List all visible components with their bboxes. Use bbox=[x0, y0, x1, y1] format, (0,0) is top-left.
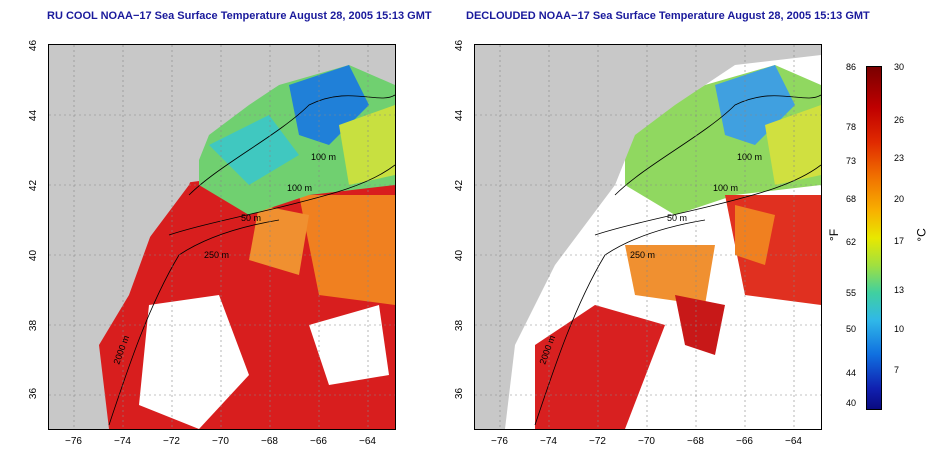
f-label: 40 bbox=[846, 398, 857, 408]
c-label: 26 bbox=[894, 115, 905, 125]
c-label: 17 bbox=[894, 236, 905, 246]
c-label: 23 bbox=[894, 153, 905, 163]
x-tick: −72 bbox=[589, 436, 606, 447]
f-label: 50 bbox=[846, 324, 857, 334]
x-tick: −66 bbox=[310, 436, 327, 447]
fahrenheit-unit: °F bbox=[827, 228, 842, 242]
y-tick: 44 bbox=[454, 109, 466, 122]
left-map-title: RU COOL NOAA−17 Sea Surface Temperature … bbox=[47, 10, 432, 22]
c-label: 13 bbox=[894, 285, 905, 295]
x-tick: −74 bbox=[540, 436, 557, 447]
y-tick: 36 bbox=[28, 387, 40, 400]
x-tick: −74 bbox=[114, 436, 131, 447]
y-tick: 36 bbox=[454, 387, 466, 400]
contour-label: 100 m bbox=[287, 183, 312, 193]
contour-label: 100 m bbox=[713, 183, 738, 193]
x-tick: −70 bbox=[638, 436, 655, 447]
y-tick: 40 bbox=[28, 249, 40, 262]
x-tick: −64 bbox=[359, 436, 376, 447]
y-tick: 42 bbox=[28, 179, 40, 192]
f-label: 62 bbox=[846, 237, 857, 247]
contour-label: 100 m bbox=[737, 152, 762, 162]
celsius-unit: °C bbox=[914, 228, 929, 242]
f-label: 68 bbox=[846, 194, 857, 204]
x-tick: −72 bbox=[163, 436, 180, 447]
f-label: 73 bbox=[846, 156, 857, 166]
y-tick: 42 bbox=[454, 179, 466, 192]
contour-label: 50 m bbox=[241, 213, 261, 223]
y-tick: 38 bbox=[454, 319, 466, 332]
c-label: 10 bbox=[894, 324, 905, 334]
contour-label: 50 m bbox=[667, 213, 687, 223]
right-map-title: DECLOUDED NOAA−17 Sea Surface Temperatur… bbox=[466, 10, 870, 22]
x-tick: −66 bbox=[736, 436, 753, 447]
y-tick: 46 bbox=[454, 39, 466, 52]
x-tick: −76 bbox=[65, 436, 82, 447]
c-label: 7 bbox=[894, 365, 900, 375]
f-label: 44 bbox=[846, 368, 857, 378]
contour-label: 100 m bbox=[311, 152, 336, 162]
f-label: 78 bbox=[846, 122, 857, 132]
contour-label: 250 m bbox=[630, 250, 655, 260]
temperature-colorbar bbox=[866, 66, 882, 410]
y-tick: 40 bbox=[454, 249, 466, 262]
f-label: 86 bbox=[846, 62, 857, 72]
f-label: 55 bbox=[846, 288, 857, 298]
x-tick: −76 bbox=[491, 436, 508, 447]
y-tick: 46 bbox=[28, 39, 40, 52]
c-label: 30 bbox=[894, 62, 905, 72]
x-tick: −64 bbox=[785, 436, 802, 447]
x-tick: −68 bbox=[261, 436, 278, 447]
y-tick: 38 bbox=[28, 319, 40, 332]
y-tick: 44 bbox=[28, 109, 40, 122]
right-sst-map: 100 m 100 m 50 m 250 m 2000 m bbox=[474, 44, 822, 430]
c-label: 20 bbox=[894, 194, 905, 204]
x-tick: −68 bbox=[687, 436, 704, 447]
contour-label: 250 m bbox=[204, 250, 229, 260]
x-tick: −70 bbox=[212, 436, 229, 447]
left-sst-map: 100 m 100 m 50 m 250 m 2000 m bbox=[48, 44, 396, 430]
